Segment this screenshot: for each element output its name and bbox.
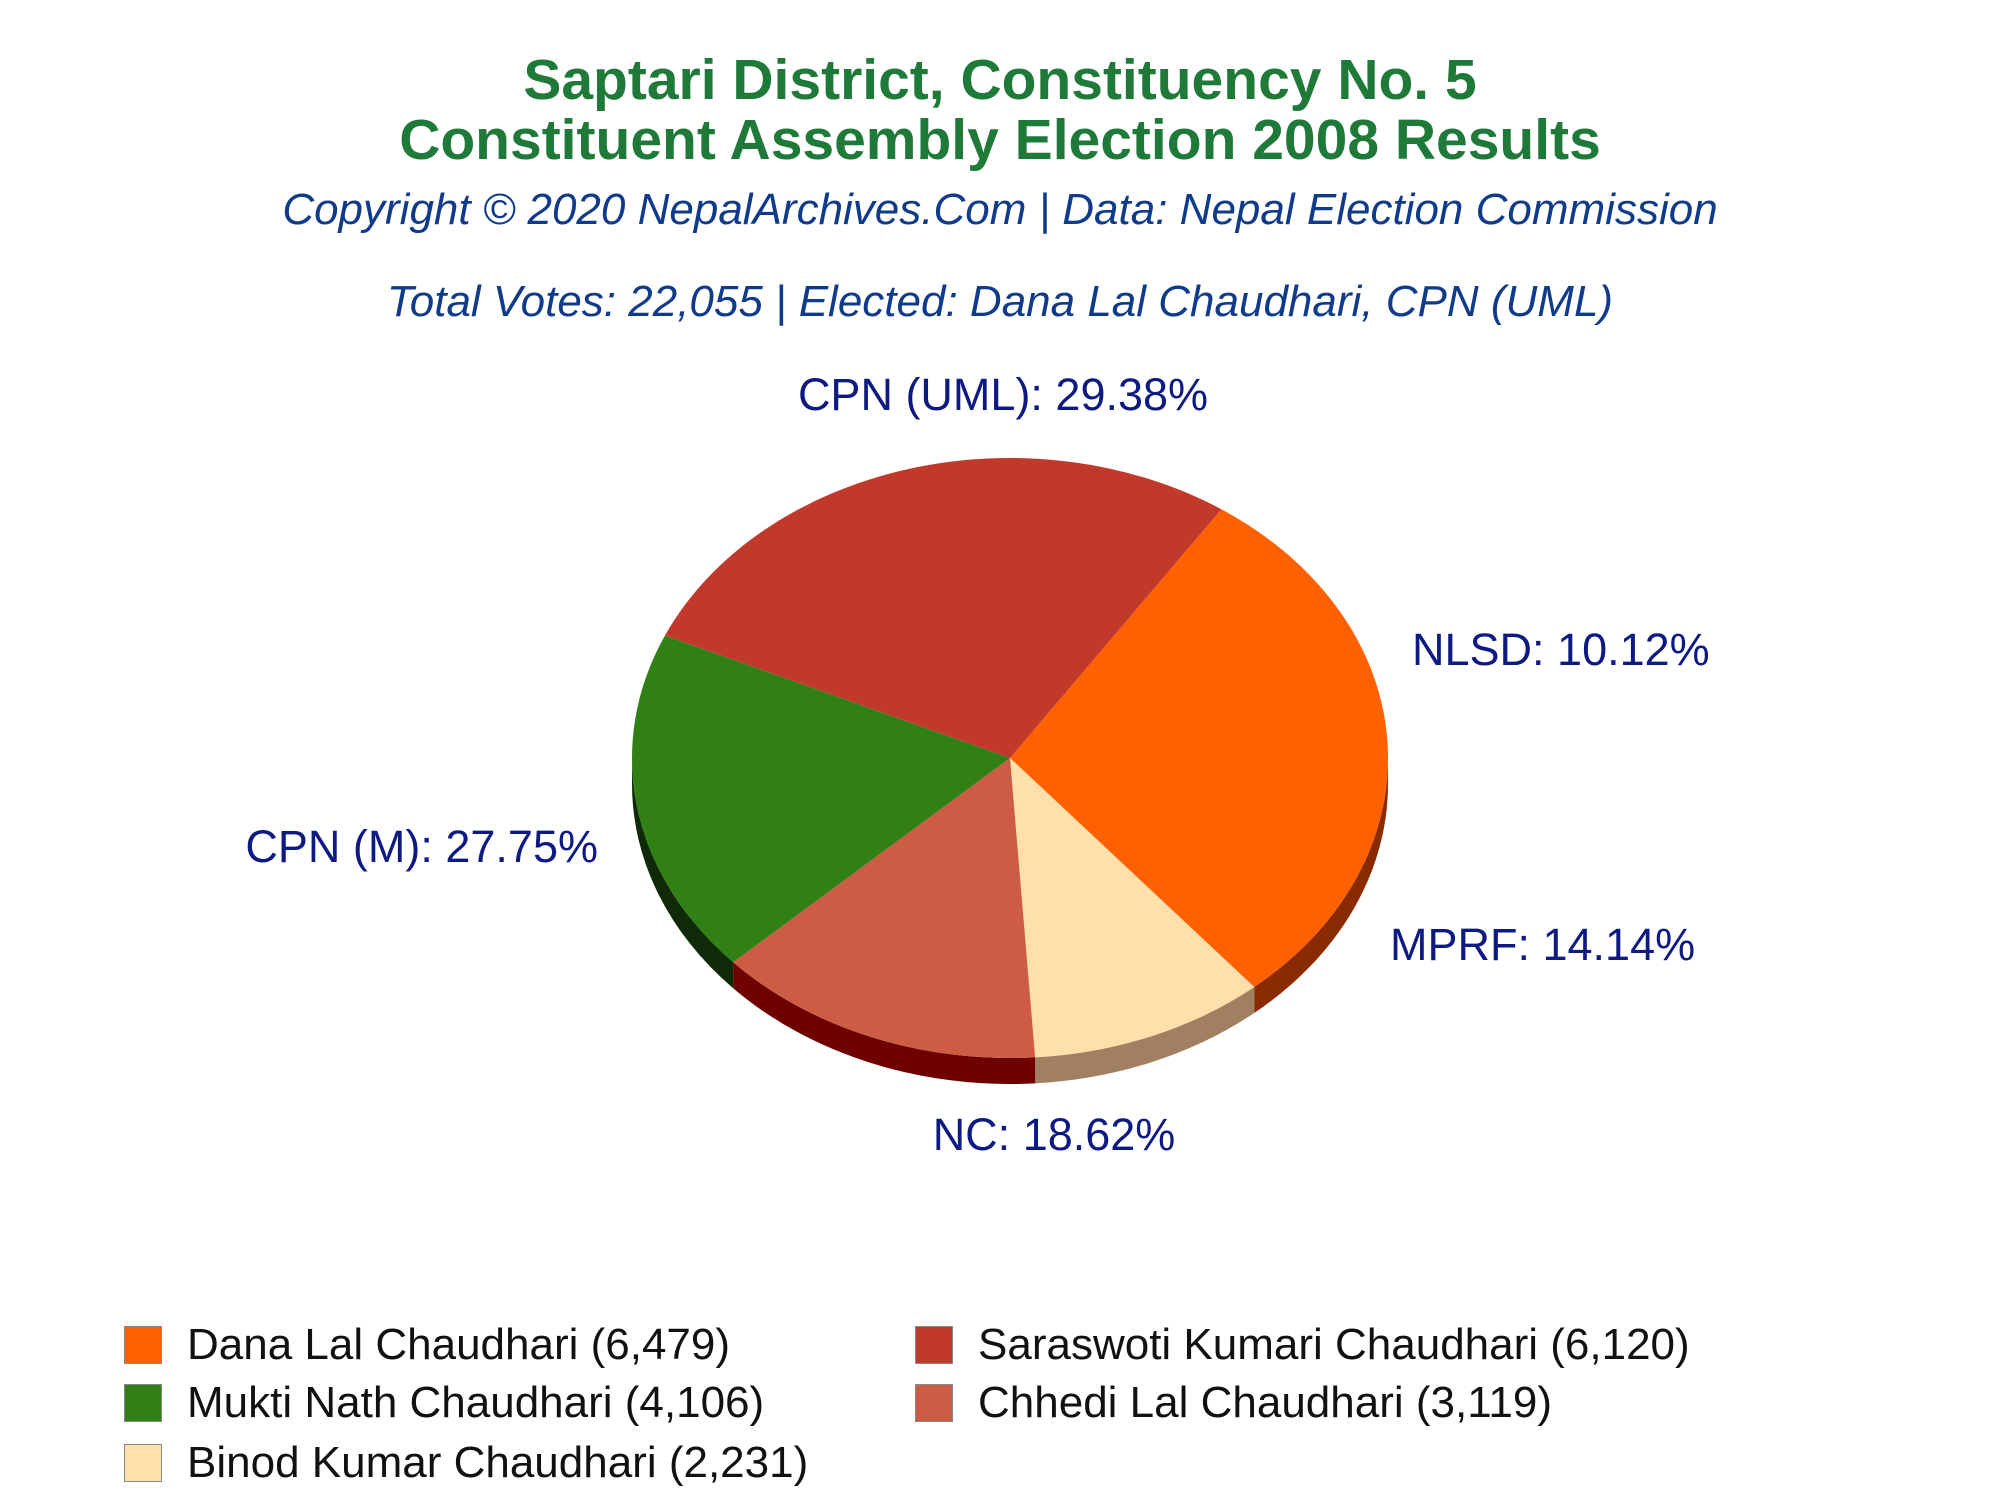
pie-side-mprf (733, 962, 1036, 1084)
chart-title-line2: Constituent Assembly Election 2008 Resul… (399, 108, 1601, 172)
chart-title-line1: Saptari District, Constituency No. 5 (523, 48, 1477, 112)
legend-label: Mukti Nath Chaudhari (4,106) (187, 1378, 765, 1427)
legend-label: Dana Lal Chaudhari (6,479) (187, 1320, 731, 1369)
pie-slice-mprf[interactable] (733, 758, 1036, 1058)
legend-swatch (124, 1326, 162, 1364)
copyright-text: Copyright © 2020 NepalArchives.Com | Dat… (282, 185, 1718, 234)
pie-side-nc (632, 758, 734, 989)
pie-slice-nlsd[interactable] (1010, 758, 1255, 1058)
slice-label-mprf: MPRF: 14.14% (1390, 919, 1695, 970)
legend-item: Mukti Nath Chaudhari (4,106) (124, 1378, 764, 1428)
slice-label-nlsd: NLSD: 10.12% (1412, 624, 1710, 675)
legend-swatch (124, 1384, 162, 1422)
slice-label-cpn-m-: CPN (M): 27.75% (245, 821, 598, 872)
legend-item: Binod Kumar Chaudhari (2,231) (124, 1438, 808, 1488)
legend-swatch (124, 1444, 162, 1482)
pie-side-cpn-uml- (1254, 758, 1388, 1013)
legend-item: Dana Lal Chaudhari (6,479) (124, 1320, 730, 1370)
legend-item: Chhedi Lal Chaudhari (3,119) (915, 1378, 1552, 1428)
slice-label-nc: NC: 18.62% (933, 1109, 1176, 1160)
pie-side-nlsd (1035, 986, 1255, 1084)
legend-label: Chhedi Lal Chaudhari (3,119) (978, 1378, 1552, 1427)
pie-slice-cpn-uml-[interactable] (1010, 509, 1389, 987)
legend-swatch (915, 1326, 953, 1364)
legend-swatch (915, 1384, 953, 1422)
summary-text: Total Votes: 22,055 | Elected: Dana Lal … (386, 277, 1614, 326)
pie-slice-cpn-m-[interactable] (664, 458, 1222, 758)
slice-label-cpn-uml-: CPN (UML): 29.38% (798, 369, 1208, 420)
legend-item: Saraswoti Kumari Chaudhari (6,120) (915, 1320, 1690, 1370)
legend-label: Binod Kumar Chaudhari (2,231) (187, 1438, 809, 1487)
pie-slice-nc[interactable] (631, 635, 1010, 963)
legend-label: Saraswoti Kumari Chaudhari (6,120) (978, 1320, 1690, 1369)
pie-sides (632, 758, 1388, 1084)
